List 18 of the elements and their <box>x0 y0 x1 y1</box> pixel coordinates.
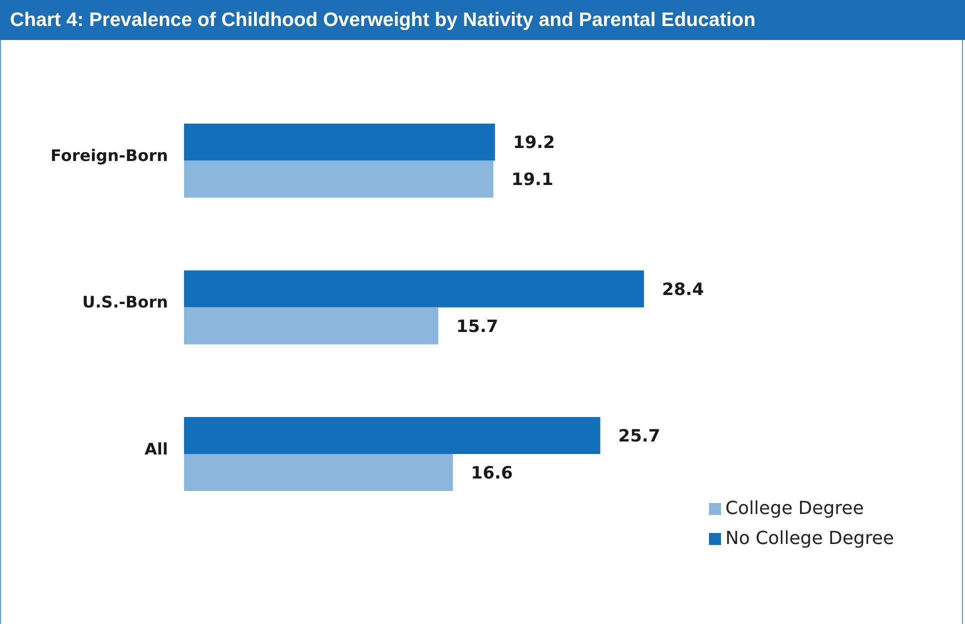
data-label: 25.7 <box>618 426 660 447</box>
y-tick-label: U.S.-Born <box>82 292 168 312</box>
data-label: 16.6 <box>470 464 513 484</box>
legend-label: College Degree <box>725 498 864 519</box>
data-label: 19.1 <box>511 170 554 190</box>
bar <box>184 124 495 161</box>
y-tick-label: All <box>144 439 168 458</box>
bar <box>184 307 438 344</box>
data-label: 28.4 <box>662 280 704 300</box>
bar <box>184 417 600 454</box>
bar <box>184 270 644 308</box>
bar <box>184 160 494 198</box>
y-tick-label: Foreign-Born <box>50 146 168 166</box>
data-label: 19.2 <box>512 133 555 154</box>
legend-label: No College Degree <box>725 528 894 549</box>
chart-title: Chart 4: Prevalence of Childhood Overweight by Nativity and Parental Education <box>0 0 965 40</box>
bar <box>184 454 453 491</box>
data-label: 15.7 <box>456 316 498 337</box>
